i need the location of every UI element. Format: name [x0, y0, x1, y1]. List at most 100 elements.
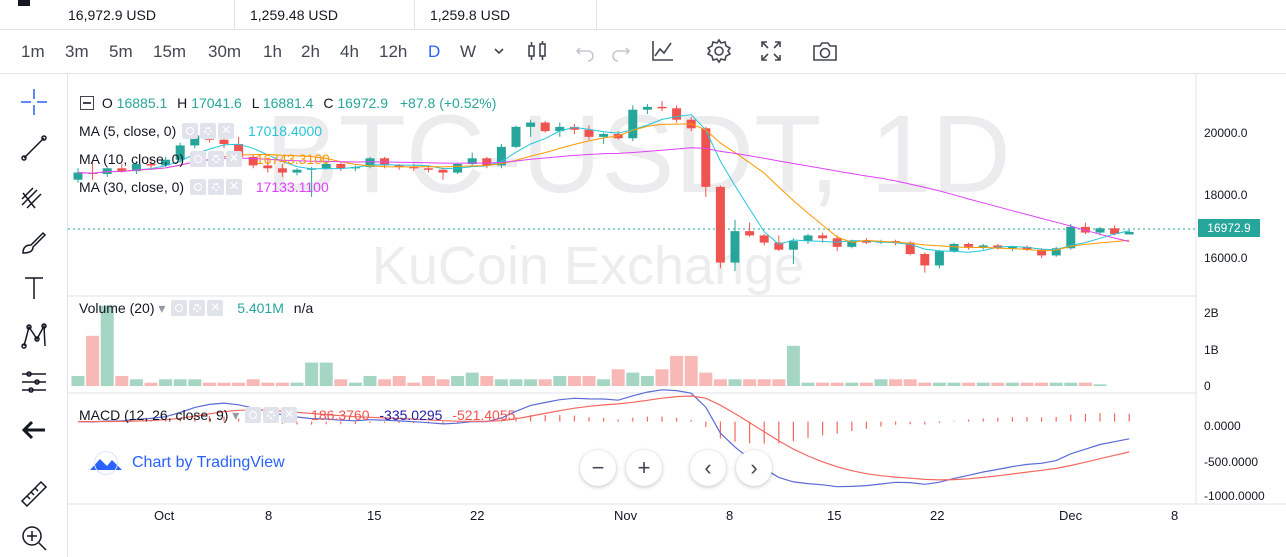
trendline-icon[interactable] — [16, 130, 52, 166]
volume-bar — [188, 379, 202, 386]
fib-icon[interactable] — [16, 178, 52, 214]
volume-bar — [465, 372, 479, 386]
date-tick: 15 — [367, 508, 382, 523]
candle-body — [628, 109, 638, 139]
pattern-icon[interactable] — [16, 318, 52, 354]
arrow-left-icon[interactable] — [16, 412, 52, 448]
gear-icon[interactable] — [263, 407, 280, 423]
close-label: C — [323, 95, 334, 111]
chart-area[interactable]: BTC-USDT, 1D KuCoin Exchange O 16885.1 H… — [68, 74, 1286, 557]
timeframe-1h[interactable]: 1h — [263, 42, 282, 61]
candle-body — [964, 244, 974, 247]
gear-icon[interactable] — [207, 151, 224, 167]
volume-bar — [334, 379, 348, 386]
ruler-icon[interactable] — [16, 476, 52, 512]
candle-body — [365, 158, 375, 167]
candle-body — [1007, 246, 1017, 249]
candle-body — [555, 126, 565, 132]
crosshair-icon[interactable] — [16, 84, 52, 120]
volume-bar — [1093, 384, 1107, 386]
eye-icon[interactable] — [182, 123, 199, 139]
timeframe-w[interactable]: W — [460, 42, 477, 61]
timeframe-4h[interactable]: 4h — [340, 42, 359, 61]
stat-value: 1,259.48 USD — [250, 7, 338, 23]
volume-bar — [611, 369, 625, 386]
scroll-right-button[interactable]: › — [736, 450, 772, 486]
eye-icon[interactable] — [189, 179, 206, 195]
open-label: O — [101, 95, 113, 111]
indicators-icon[interactable] — [648, 36, 678, 66]
volume-label: Volume (20) — [79, 300, 155, 316]
candle-body — [978, 245, 988, 247]
volume-bar — [626, 372, 640, 386]
badge-text: Chart by TradingView — [132, 454, 285, 471]
date-tick: 8 — [726, 508, 734, 523]
candle-body — [759, 235, 769, 243]
zoom-in-button[interactable]: + — [626, 450, 662, 486]
tradingview-badge[interactable]: Chart by TradingView — [88, 449, 285, 477]
candle-body — [394, 165, 404, 167]
zoom-in-icon[interactable] — [16, 520, 52, 556]
close-icon[interactable] — [207, 300, 224, 316]
timeframe-15m[interactable]: 15m — [153, 42, 187, 61]
divider — [414, 0, 415, 30]
volume-bar — [407, 382, 421, 386]
price-tick: 18000.0 — [1204, 188, 1248, 202]
volume-bar — [451, 375, 465, 386]
timeframe-3m[interactable]: 3m — [65, 42, 89, 61]
volume-tick: 2B — [1204, 306, 1219, 320]
candle-body — [540, 122, 550, 132]
fullscreen-icon[interactable] — [756, 36, 786, 66]
gear-icon[interactable] — [207, 179, 224, 195]
date-tick: 8 — [1171, 508, 1179, 523]
timeframe-1m[interactable]: 1m — [21, 42, 45, 61]
text-icon[interactable] — [16, 270, 52, 306]
camera-icon[interactable] — [810, 36, 840, 66]
volume-bar — [976, 382, 990, 386]
volume-bar — [859, 382, 873, 386]
candle-body — [482, 158, 492, 166]
volume-bar — [275, 382, 289, 386]
gear-icon[interactable] — [189, 300, 206, 316]
candles-icon[interactable] — [522, 36, 552, 66]
close-value: 16972.9 — [337, 95, 388, 111]
timeframe-5m[interactable]: 5m — [109, 42, 133, 61]
scroll-left-button[interactable]: ‹ — [690, 450, 726, 486]
eye-icon[interactable] — [189, 151, 206, 167]
gear-icon[interactable] — [200, 123, 217, 139]
menu-icon[interactable] — [14, 0, 34, 8]
close-icon[interactable] — [225, 151, 242, 167]
undo-icon[interactable] — [570, 36, 600, 66]
ma5-line — [77, 114, 1130, 253]
close-icon[interactable] — [218, 123, 235, 139]
candle-body — [423, 168, 433, 170]
last-price-tag: 16972.9 — [1198, 219, 1260, 237]
volume-bar — [684, 355, 698, 386]
ma30-legend: MA (30, close, 0) 17133.1100 — [79, 179, 329, 195]
close-icon[interactable] — [225, 179, 242, 195]
timeframe-12h[interactable]: 12h — [379, 42, 408, 61]
gear-icon[interactable] — [704, 36, 734, 66]
close-icon[interactable] — [281, 407, 298, 423]
timeframe-d[interactable]: D — [428, 42, 441, 61]
timeframe-30m[interactable]: 30m — [208, 42, 242, 61]
zoom-out-button[interactable]: − — [580, 450, 616, 486]
volume-bar — [524, 379, 538, 386]
collapse-icon[interactable] — [80, 96, 94, 110]
price-tick: 20000.0 — [1204, 126, 1248, 140]
candle-body — [1080, 226, 1090, 233]
high-value: 17041.6 — [191, 95, 242, 111]
stat-value: 1,259.8 USD — [430, 7, 511, 23]
minus-icon: − — [591, 455, 605, 480]
price-chart[interactable]: BTC-USDT, 1D KuCoin Exchange — [68, 74, 1286, 557]
eye-icon[interactable] — [171, 300, 188, 316]
chevron-down-icon[interactable] — [484, 36, 514, 66]
redo-icon[interactable] — [606, 36, 636, 66]
volume-tick: 0 — [1204, 379, 1211, 393]
volume-bar — [1035, 382, 1049, 386]
brush-icon[interactable] — [16, 224, 52, 260]
timeframe-2h[interactable]: 2h — [301, 42, 320, 61]
candle-body — [657, 106, 667, 109]
prediction-icon[interactable] — [16, 364, 52, 400]
eye-icon[interactable] — [245, 407, 262, 423]
